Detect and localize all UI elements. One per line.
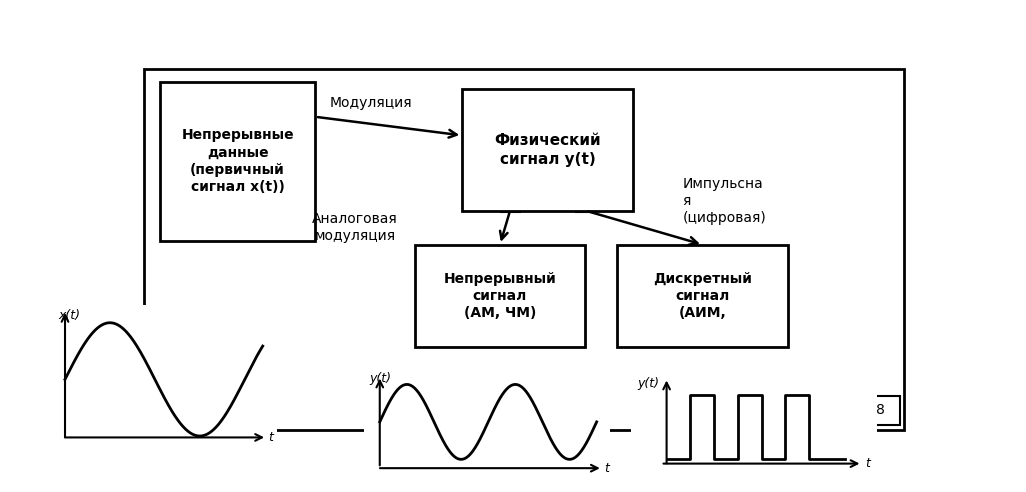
Text: Физический
сигнал y(t): Физический сигнал y(t) — [495, 133, 601, 167]
FancyBboxPatch shape — [144, 68, 904, 430]
Text: y(t): y(t) — [369, 372, 391, 385]
Text: y(t): y(t) — [637, 377, 659, 390]
Text: 2.18: 2.18 — [855, 403, 885, 417]
Text: t: t — [865, 457, 870, 470]
Text: t: t — [269, 431, 273, 444]
Text: Аналоговая
модуляция: Аналоговая модуляция — [312, 212, 398, 243]
Text: Импульсна
я
(цифровая): Импульсна я (цифровая) — [682, 177, 766, 225]
Text: Непрерывные
данные
(первичный
сигнал x(t)): Непрерывные данные (первичный сигнал x(t… — [182, 128, 293, 194]
Text: Непрерывный
сигнал
(АМ, ЧМ): Непрерывный сигнал (АМ, ЧМ) — [443, 272, 556, 320]
Text: Дискретный
сигнал
(АИМ,: Дискретный сигнал (АИМ, — [654, 272, 752, 320]
FancyBboxPatch shape — [840, 396, 900, 425]
FancyBboxPatch shape — [618, 245, 788, 347]
Text: x(t): x(t) — [58, 309, 81, 322]
FancyBboxPatch shape — [462, 90, 633, 211]
Text: Модуляция: Модуляция — [329, 96, 412, 110]
Text: t: t — [604, 461, 609, 475]
FancyBboxPatch shape — [415, 245, 586, 347]
FancyBboxPatch shape — [160, 82, 315, 241]
